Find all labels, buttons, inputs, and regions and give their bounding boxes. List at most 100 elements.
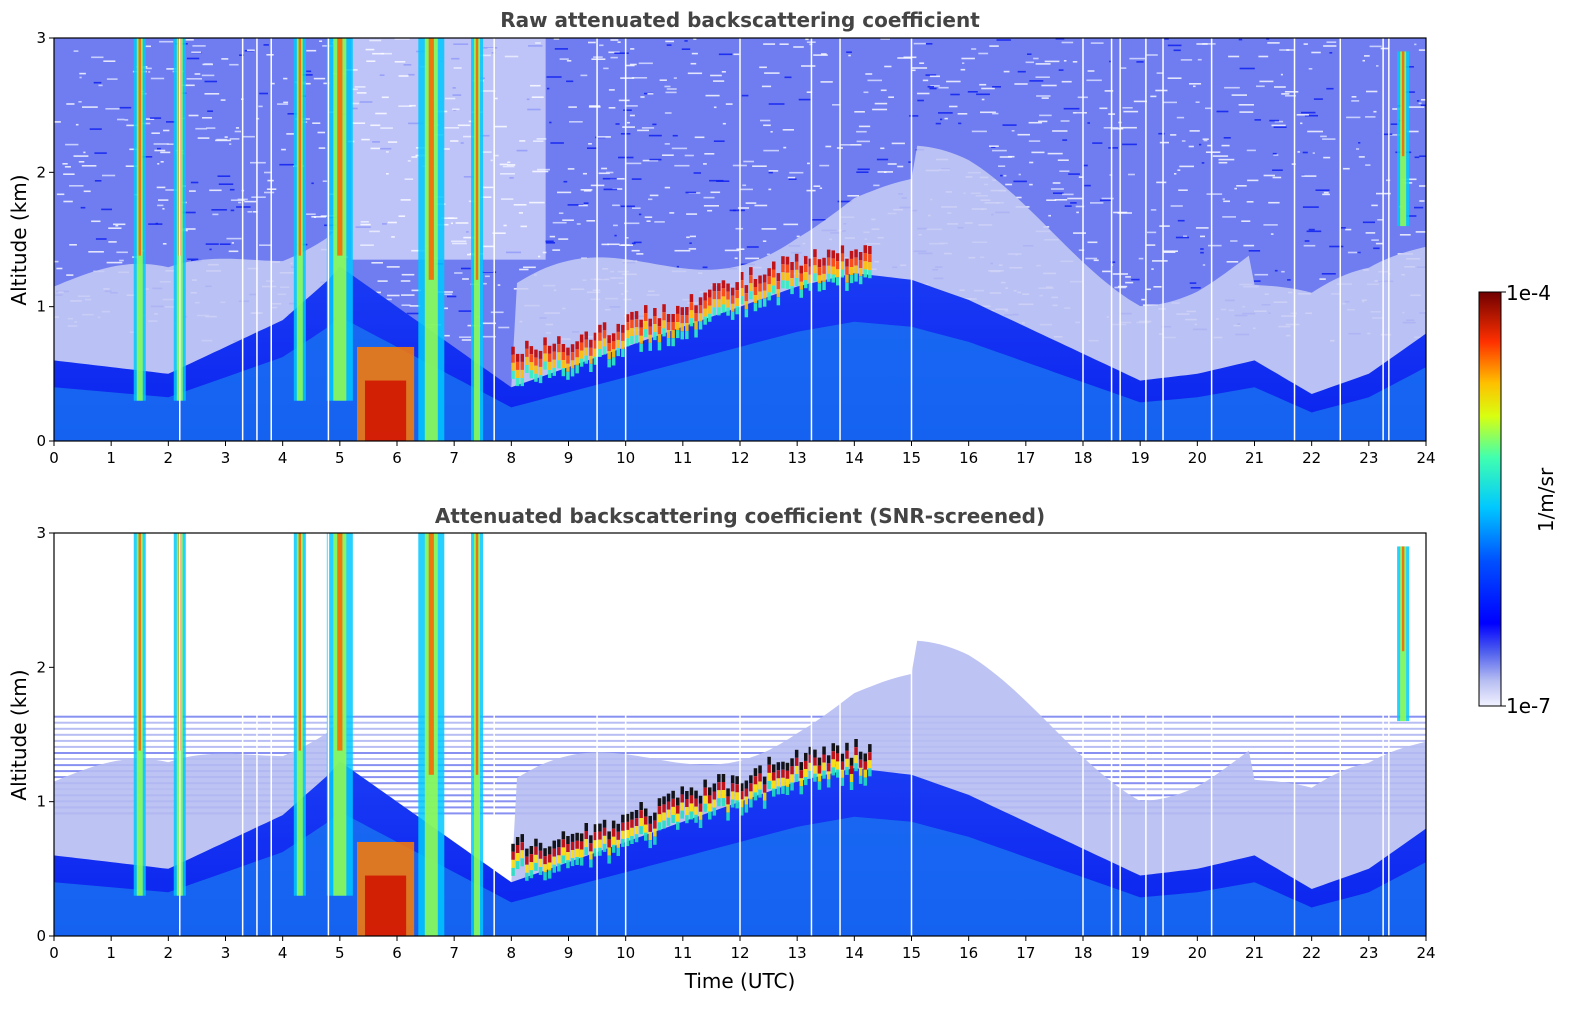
noise-speck [1136,61,1144,63]
noise-speck [593,56,603,58]
cloud-segment [817,283,822,292]
cloud-segment [781,256,785,265]
noise-speck [1224,86,1240,89]
cloud-segment [730,775,735,784]
noise-speck [664,186,671,189]
noise-speck [220,99,226,101]
noise-speck [306,70,312,73]
cloud-segment [630,311,634,320]
cloud-segment [625,830,630,838]
cloud-segment [589,835,593,844]
noise-speck [217,175,231,177]
noise-speck [1041,84,1057,87]
cloud-segment [744,796,749,805]
cloud-segment [589,347,593,356]
noise-speck [854,111,865,113]
cloud-segment [813,765,817,774]
noise-speck [1047,152,1063,155]
noise-speck [746,246,759,248]
noise-speck [798,98,811,101]
noise-speck [837,200,853,203]
cloud-segment [634,335,639,344]
noise-speck [582,172,587,175]
cloud-segment [515,845,520,853]
cloud-segment [557,847,561,856]
cloud-segment [868,752,872,761]
x-tick-label: 22 [1302,449,1321,467]
x-tick-label: 9 [564,449,574,467]
noise-speck [65,143,79,146]
cloud-segment [703,316,707,325]
noise-speck [1365,232,1376,234]
noise-speck [1269,119,1279,122]
cloud-segment [602,346,607,355]
noise-speck [648,134,662,137]
noise-speck [911,67,928,69]
cloud-segment [676,797,680,806]
noise-speck [606,171,614,174]
cloud-segment [721,782,726,790]
noise-speck [119,259,124,262]
noise-speck [1068,173,1080,175]
noise-speck [1167,77,1182,79]
cloud-segment [758,789,762,798]
cloud-segment [575,857,579,865]
noise-speck [1138,257,1144,260]
cloud-segment [772,269,776,278]
cloud-segment [817,781,822,790]
cloud-segment [685,307,689,315]
cloud-segment [840,761,845,770]
cloud-segment [547,345,552,354]
cloud-segment [662,796,666,805]
noise-speck [162,243,167,245]
cloud-segment [644,305,648,314]
cloud-segment [730,791,735,800]
noise-speck [1356,148,1360,150]
noise-speck [1131,278,1140,281]
cloud-segment [547,370,552,378]
cloud-segment [648,326,652,335]
noise-speck [66,274,74,276]
cloud-segment [845,266,849,275]
noise-speck [610,39,619,41]
noise-speck [545,240,554,243]
noise-speck [1339,227,1346,229]
cloud-segment [520,361,524,370]
rain-peak [428,38,434,280]
noise-speck [558,238,569,240]
cloud-segment [598,332,602,341]
cloud-segment [685,815,689,824]
noise-speck [549,121,552,124]
cloud-segment [854,273,858,282]
cloud-segment [785,787,790,795]
cloud-segment [625,330,630,339]
cloud-segment [529,846,534,854]
noise-speck [1323,45,1337,47]
x-tick-label: 12 [730,449,749,467]
cloud-segment [822,770,826,779]
noise-speck [1052,182,1061,184]
noise-speck [944,117,948,120]
cloud-segment [753,295,758,304]
cloud-segment [552,840,556,849]
x-tick-label: 19 [1131,944,1150,962]
noise-speck [1326,41,1337,43]
noise-speck [1218,161,1228,164]
noise-speck [713,140,725,142]
noise-speck [1158,132,1165,135]
cloud-segment [561,352,566,360]
cloud-segment [566,363,570,372]
noise-speck [1112,127,1124,130]
cloud-segment [854,739,858,747]
noise-speck [940,118,943,121]
noise-speck [636,253,644,255]
cloud-segment [653,316,657,324]
noise-speck [1315,189,1330,191]
cloud-segment [694,798,698,807]
noise-speck [1195,227,1209,229]
cloud-segment [529,346,534,355]
noise-speck [971,130,987,133]
noise-speck [877,171,893,173]
noise-speck [1087,241,1098,244]
cloud-segment [694,305,698,314]
